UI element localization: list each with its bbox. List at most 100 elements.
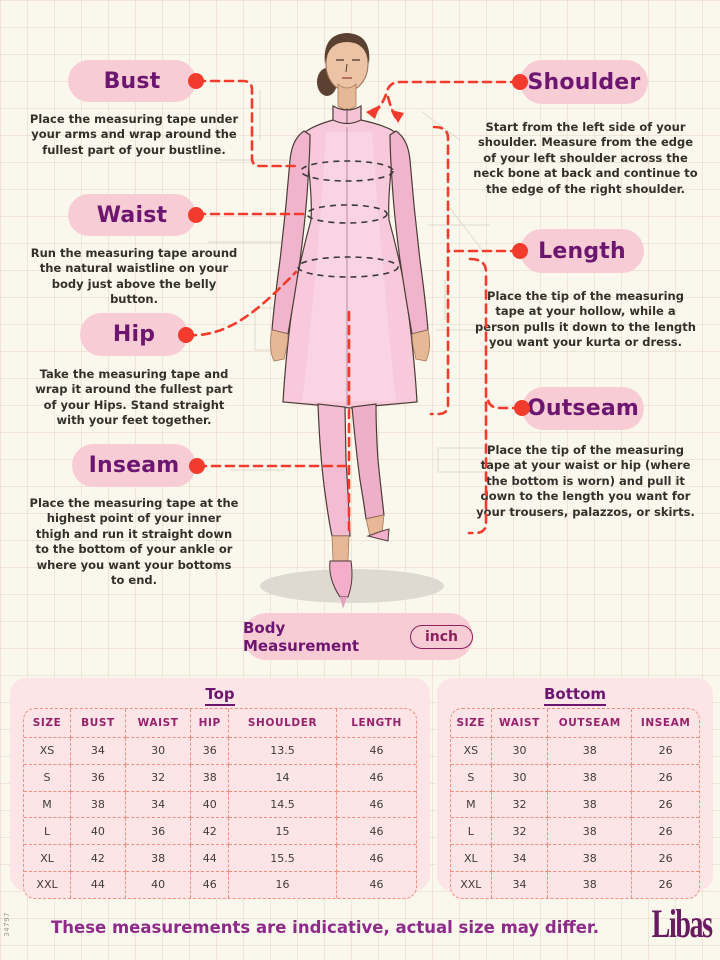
column-header: SIZE [24, 709, 72, 738]
left-hand [270, 329, 289, 362]
table-cell: 38 [125, 844, 192, 872]
table-cell: 26 [631, 791, 699, 819]
table-cell: 26 [631, 844, 699, 872]
table-row: L 40 36 42 15 46 [24, 817, 416, 846]
table-cell: L [451, 817, 492, 846]
table-cell: XL [24, 844, 72, 872]
table-cell: 46 [369, 878, 384, 892]
table-cell: 42 [70, 844, 126, 872]
left-sleeve [271, 130, 311, 335]
outseam-connector [486, 397, 523, 410]
length-vertical [429, 125, 450, 416]
table-cell: XL [451, 844, 492, 872]
unit-bar-title: Body Measurement [243, 618, 360, 655]
kurta [282, 119, 418, 409]
sketch-lines [208, 90, 491, 473]
table-cell: 38 [547, 791, 633, 819]
back-shoe [366, 528, 390, 542]
table-cell: 40 [125, 871, 192, 898]
figure [270, 33, 430, 609]
column-header: WAIST [491, 709, 549, 738]
table-cell: 30 [491, 737, 549, 765]
table-cell: 38 [190, 764, 230, 792]
top-size-card: Top SIZE BUST WAIST HIP SHOULDER LENGTH XS 34 30… [10, 678, 430, 899]
table-row: XS 34 30 36 13.5 46 [24, 737, 416, 765]
table-cell: 36 [70, 764, 126, 792]
kurta-front-panel [302, 132, 396, 402]
table-cell: 14.5 [228, 791, 338, 819]
top-table-title: Top [23, 685, 417, 706]
waist-line [306, 204, 388, 224]
table-cell: 34 [125, 791, 192, 819]
table-cell: 38 [70, 791, 126, 819]
table-cell: 36 [125, 817, 192, 846]
hair [324, 33, 370, 64]
shoulder-connector [375, 80, 521, 112]
table-cell: 14 [228, 764, 338, 792]
table-cell: 26 [631, 737, 699, 765]
hip-line [297, 256, 399, 278]
table-cell: S [24, 764, 72, 792]
table-cell: 44 [190, 844, 230, 872]
table-row: L 32 38 26 [451, 817, 699, 846]
table-cell: M [451, 791, 492, 819]
column-header: OUTSEAM [547, 709, 633, 738]
table-row: XL 42 38 44 15.5 46 [24, 844, 416, 872]
measurement-ellipses [297, 160, 399, 278]
bottom-size-card: Bottom SIZE WAIST OUTSEAM INSEAM XS 30 38 26 S 30… [437, 678, 713, 899]
right-sleeve [389, 130, 429, 335]
table-cell: 34 [70, 737, 126, 765]
side-code: 34797 [3, 912, 11, 937]
shoulder-arrow-right [391, 110, 404, 123]
table-cell: 38 [547, 737, 633, 765]
unit-toggle-button[interactable]: inch [409, 624, 473, 649]
table-cell: 46 [336, 844, 416, 872]
bust-description: Place the measuring tape under your arms… [29, 112, 239, 157]
column-header: LENGTH [336, 709, 416, 738]
table-cell: XS [451, 737, 492, 765]
hip-label: Hip [80, 313, 188, 356]
table-row: M 32 38 26 [451, 791, 699, 819]
table-cell: 46 [336, 764, 416, 792]
table-cell: 44 [70, 871, 126, 898]
hip-description: Take the measuring tape and wrap it arou… [35, 367, 233, 428]
table-cell: 34 [491, 871, 549, 898]
table-cell: 32 [125, 764, 192, 792]
table-cell: 15.5 [228, 844, 338, 872]
table-cell: 38 [547, 764, 633, 792]
collar [332, 104, 362, 127]
hair-bun [317, 68, 337, 96]
table-cell: 46 [336, 737, 416, 765]
table-cell: XXL [24, 871, 72, 898]
column-header: SHOULDER [228, 709, 338, 738]
connector-arrows [366, 105, 404, 123]
table-cell: 46 [336, 817, 416, 846]
column-header: HIP [190, 709, 230, 738]
table-row: XXL 44 40 46 16 46 [24, 871, 416, 898]
table-cell: 40 [190, 791, 230, 819]
outseam-label: Outseam [522, 387, 644, 430]
table-cell: 13.5 [228, 737, 338, 765]
table-cell: XXL [451, 871, 492, 898]
shoulder-branch [386, 95, 398, 120]
bust-line [300, 160, 394, 182]
column-header: WAIST [125, 709, 192, 738]
table-row: M 38 34 40 14.5 46 [24, 791, 416, 819]
back-ankle [365, 514, 385, 537]
table-cell: 26 [631, 817, 699, 846]
table-row: S 30 38 26 [451, 764, 699, 792]
head [325, 36, 369, 92]
column-header: BUST [70, 709, 126, 738]
face [336, 59, 360, 79]
table-cell: 30 [491, 764, 549, 792]
table-cell: 32 [491, 791, 549, 819]
inseam-label: Inseam [72, 444, 196, 487]
brand-logo: Libas [652, 901, 713, 946]
table-row: XL 34 38 26 [451, 844, 699, 872]
table-cell: 16 [228, 871, 338, 898]
shoulder-description: Start from the left side of your shoulde… [473, 120, 698, 196]
table-cell: 42 [190, 817, 230, 846]
neck [337, 83, 357, 110]
floor-shadow [260, 569, 444, 603]
right-hand [411, 329, 430, 362]
